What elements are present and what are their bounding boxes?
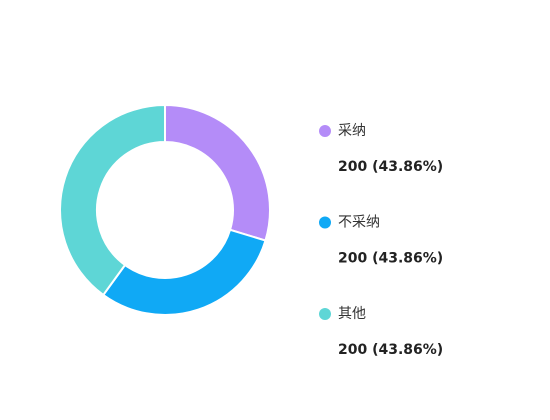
donut-segment [101, 228, 267, 316]
donut-segment [59, 103, 166, 297]
legend-detail: 200 (43.86%) [338, 159, 443, 175]
legend-detail: 200 (43.86%) [338, 342, 443, 358]
legend-detail: 200 (43.86%) [338, 251, 443, 267]
legend-label: 采纳 [338, 123, 366, 139]
legend-marker [319, 216, 331, 229]
legend-label: 其他 [338, 306, 366, 322]
donut-segment [164, 103, 271, 242]
legend-marker [319, 308, 331, 320]
legend-label: 不采纳 [338, 215, 380, 231]
legend-marker [319, 125, 331, 137]
